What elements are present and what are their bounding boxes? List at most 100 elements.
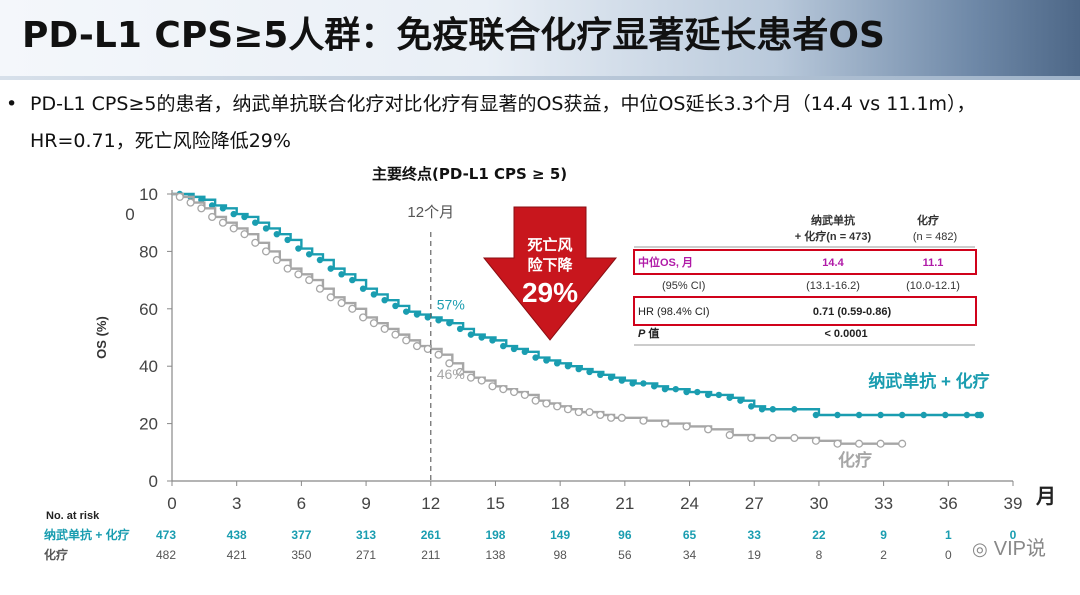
censor-mark [898,439,907,448]
risk-value: 198 [485,528,505,542]
censor-mark [305,276,314,285]
censor-mark [337,299,346,308]
x-tick-label: 9 [361,494,370,513]
x-axis-label: 月 [1035,486,1056,508]
censor-mark [683,388,690,396]
censor-mark [338,271,345,278]
p-value: < 0.0001 [824,328,867,340]
censor-mark [876,439,885,448]
censor-mark [229,224,238,233]
censor-mark [543,357,550,364]
p-label: P 值 [638,326,659,340]
censor-mark [564,363,572,370]
censor-mark [359,285,367,292]
arm1-header-line1: 纳武单抗 [811,213,855,227]
risk-value: 33 [748,528,762,542]
censor-mark [855,411,863,419]
censor-mark [694,388,701,396]
censor-mark [509,387,519,397]
hr-box [633,296,977,326]
censor-mark [218,218,227,227]
censor-mark [295,245,302,252]
x-tick-label: 33 [874,494,893,513]
bullet-icon: • [6,93,18,115]
censor-mark [413,311,421,318]
censor-mark [898,411,906,419]
censor-mark [315,284,324,293]
chart-title: 主要终点(PD-L1 CPS ≥ 5) [372,165,568,183]
y-tick-label-part: 10 [139,185,158,204]
censor-mark [208,212,217,222]
x-tick-label: 15 [486,494,505,513]
y-tick-label: 80 [139,242,158,261]
censor-mark [833,439,842,448]
x-tick-label: 6 [297,494,306,513]
censor-mark [812,411,820,419]
risk-value: 1 [945,528,952,542]
censor-mark [811,436,820,445]
censor-mark [198,196,205,203]
watermark-text: VIP说 [993,538,1046,560]
censor-mark [575,365,582,373]
censor-mark [607,374,615,381]
risk-value: 56 [618,548,632,562]
censor-mark [241,213,248,221]
y-tick-label-part: 0 [125,205,134,224]
risk-value: 313 [356,528,376,542]
censor-mark [748,403,755,410]
risk-value: 0 [945,548,952,562]
censor-mark [208,202,216,209]
censor-mark [446,319,453,327]
title-banner [0,0,1080,80]
censor-mark [499,385,508,394]
risk-row-label-arm2: 化疗 [44,547,68,562]
y-tick-label-part: 80 [139,242,158,261]
censor-mark [392,302,399,310]
censor-mark [586,368,593,376]
callout-arrow [482,206,618,341]
ci-label: (95% CI) [662,280,705,292]
median-os-label: 中位OS, 月 [638,255,693,269]
censor-mark [790,433,799,443]
risk-reduction-callout: 死亡风 险下降 29% [482,206,618,341]
censor-mark [877,411,884,419]
y-tick-label: 40 [139,357,158,376]
censor-mark [531,396,540,405]
censor-mark [251,238,260,247]
hr-label: HR (98.4% CI) [638,306,710,318]
censor-mark [435,317,442,324]
censor-mark [977,411,985,419]
censor-mark [230,210,237,218]
risk-value: 65 [683,528,697,542]
censor-mark [456,325,464,333]
risk-value: 96 [618,528,632,542]
chemo-curve [172,192,906,445]
x-tick-label: 3 [232,494,241,513]
nivolumab-chemo-curve [172,192,981,417]
risk-value: 350 [291,548,311,562]
censor-mark [186,198,195,207]
censor-mark [682,422,691,431]
censor-mark [219,205,227,212]
arm2-12mo-annotation: 46% [437,366,465,382]
risk-value: 34 [683,548,697,562]
risk-value: 438 [227,528,247,542]
ci-arm1: (13.1-16.2) [806,280,860,292]
censor-mark [585,408,594,417]
censor-mark [380,324,389,333]
censor-mark [402,336,411,345]
censor-mark [175,192,184,201]
x-tick-label: 39 [1004,494,1023,513]
censor-mark [660,419,670,428]
callout-line2: 险下降 [527,256,573,274]
censor-mark [607,413,616,422]
censor-mark [176,190,183,198]
stats-table: 纳武单抗 + 化疗(n = 473) 化疗 (n = 482) 中位OS, 月 … [633,213,977,346]
censor-mark [187,193,194,201]
median-os-box [633,249,977,275]
censor-mark [942,411,949,419]
censor-mark [963,411,971,419]
censor-mark [617,413,626,422]
y-tick-label: 20 [139,415,158,434]
